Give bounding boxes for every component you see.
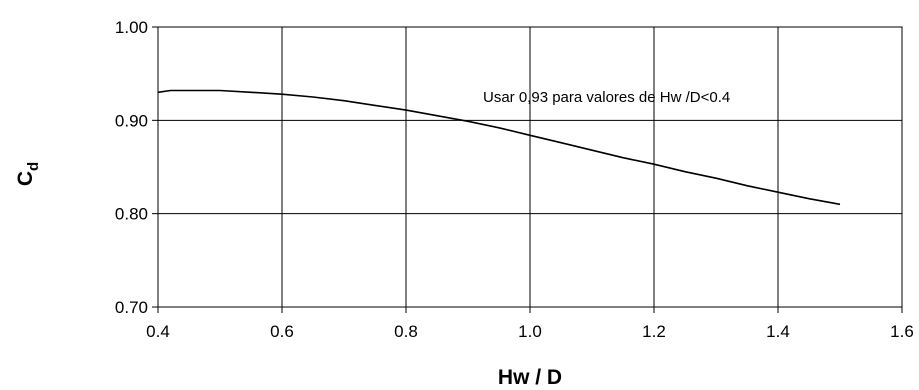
y-tick-label: 0.80 xyxy=(115,205,148,224)
x-tick-label: 1.4 xyxy=(766,322,790,341)
y-axis-title: Cd xyxy=(14,162,42,186)
y-axis-title-subscript: d xyxy=(25,162,42,171)
x-tick-label: 0.6 xyxy=(270,322,294,341)
grid xyxy=(158,27,902,307)
cd-curve-line xyxy=(157,89,841,206)
x-tick-label: 1.0 xyxy=(518,322,542,341)
x-tick-label: 0.8 xyxy=(394,322,418,341)
x-axis-title: Hw / D xyxy=(498,366,562,389)
x-tick-label: 0.4 xyxy=(146,322,170,341)
y-axis-title-main: C xyxy=(14,171,37,186)
y-tick-label: 0.70 xyxy=(115,298,148,317)
x-axis-ticks: 0.4 0.6 0.8 1.0 1.2 1.4 1.6 xyxy=(146,307,914,341)
x-tick-label: 1.2 xyxy=(642,322,666,341)
y-axis-ticks: 0.70 0.80 0.90 1.00 xyxy=(115,18,158,317)
x-tick-label: 1.6 xyxy=(890,322,914,341)
annotation-note: Usar 0,93 para valores de Hw /D<0.4 xyxy=(483,89,730,106)
y-tick-label: 1.00 xyxy=(115,18,148,37)
y-tick-label: 0.90 xyxy=(115,111,148,130)
